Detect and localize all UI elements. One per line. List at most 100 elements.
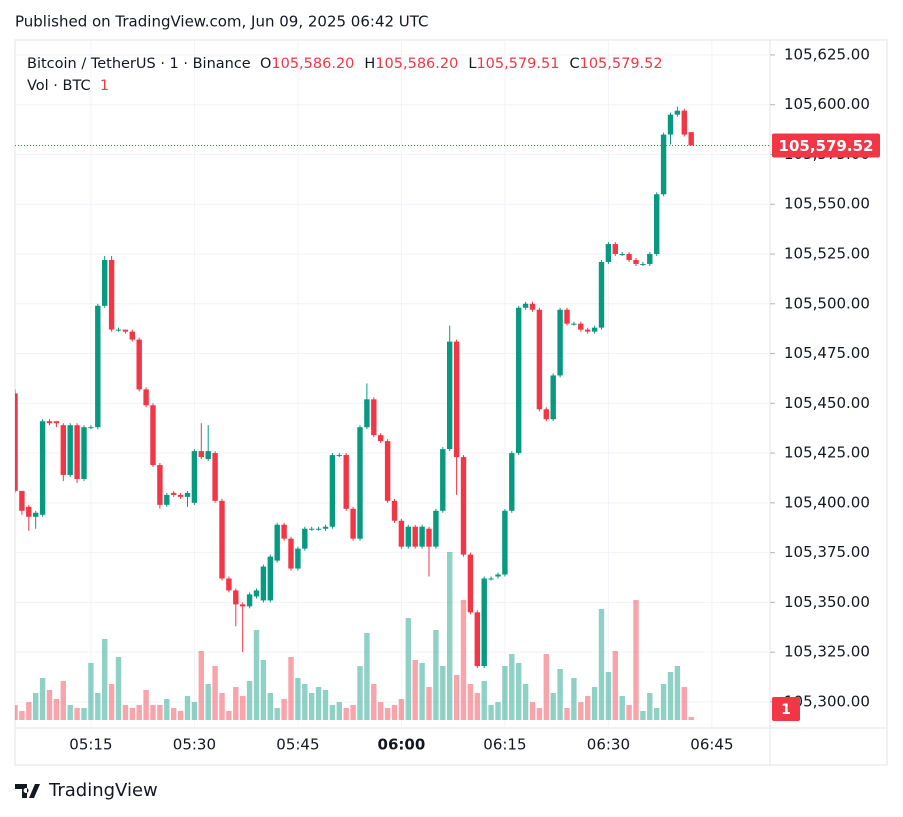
volume-bar bbox=[474, 693, 480, 720]
volume-bar bbox=[578, 702, 584, 720]
volume-bar bbox=[612, 651, 618, 720]
candle-body bbox=[522, 303, 529, 308]
volume-bar bbox=[33, 693, 39, 720]
volume-bar bbox=[253, 630, 260, 720]
candle-body bbox=[295, 548, 301, 569]
volume-bar bbox=[212, 666, 218, 720]
volume-bar bbox=[281, 699, 287, 720]
y-tick-label: 105,625.00 bbox=[784, 45, 870, 63]
candle-body bbox=[433, 510, 439, 547]
volume-bar bbox=[240, 696, 246, 720]
candle-body bbox=[626, 254, 632, 260]
y-tick-label: 105,450.00 bbox=[784, 394, 870, 412]
volume-bar bbox=[660, 684, 667, 720]
volume-title: Vol · BTC bbox=[27, 78, 91, 94]
volume-bar bbox=[302, 684, 308, 720]
candle-body bbox=[557, 309, 563, 376]
candle-body bbox=[322, 526, 329, 529]
candle-body bbox=[509, 453, 515, 511]
candle-body bbox=[343, 455, 349, 509]
volume-bar bbox=[171, 708, 177, 720]
candle-body bbox=[53, 421, 60, 424]
y-tick-label: 105,500.00 bbox=[784, 294, 870, 312]
candle-body bbox=[667, 114, 674, 135]
volume-legend: Vol · BTC 1 bbox=[27, 75, 749, 97]
volume-label: 1 bbox=[781, 702, 791, 718]
volume-pane bbox=[15, 552, 694, 720]
candle-body bbox=[412, 526, 418, 547]
y-tick-label: 105,600.00 bbox=[784, 95, 870, 113]
candle-body bbox=[129, 331, 135, 340]
volume-bar bbox=[550, 693, 556, 720]
candle-body bbox=[157, 465, 163, 505]
y-tick-label: 105,475.00 bbox=[784, 344, 870, 362]
ohlc-value: 105,586.20 bbox=[375, 56, 459, 72]
x-tick-label: 06:30 bbox=[587, 736, 630, 754]
x-tick-label: 05:30 bbox=[173, 736, 216, 754]
candle-body bbox=[419, 526, 425, 547]
volume-bar bbox=[371, 684, 377, 720]
candle-body bbox=[115, 329, 122, 331]
candle-body bbox=[81, 427, 87, 479]
candle-body bbox=[440, 449, 446, 511]
candle-body bbox=[233, 590, 239, 605]
y-tick-label: 105,375.00 bbox=[784, 543, 870, 561]
candle-body bbox=[378, 435, 384, 442]
volume-bar bbox=[447, 552, 453, 720]
candle-body bbox=[191, 451, 198, 503]
x-tick-label: 06:45 bbox=[690, 736, 733, 754]
volume-bar bbox=[177, 711, 184, 720]
volume-bar bbox=[522, 684, 529, 720]
candle-body bbox=[660, 134, 667, 195]
volume-bar bbox=[391, 705, 398, 720]
candle-body bbox=[267, 556, 273, 601]
volume-bar bbox=[509, 654, 515, 720]
brand: TradingView bbox=[48, 780, 158, 801]
ohlc-letter: C bbox=[569, 56, 580, 72]
volume-bar bbox=[95, 693, 101, 720]
axes: 105,300.00 105,325.00 105,350.00 105,375.00… bbox=[69, 45, 880, 754]
candle-body bbox=[164, 494, 170, 505]
candle-body bbox=[15, 393, 18, 491]
candle-body bbox=[108, 259, 115, 330]
candle-body bbox=[240, 604, 246, 607]
volume-bar bbox=[495, 702, 501, 720]
volume-bar bbox=[412, 660, 418, 720]
volume-bar bbox=[164, 699, 170, 720]
volume-bar bbox=[67, 705, 73, 720]
volume-bar bbox=[39, 678, 46, 720]
volume-bar bbox=[329, 705, 336, 720]
volume-bar bbox=[322, 690, 329, 720]
candle-body bbox=[226, 578, 232, 591]
candle-body bbox=[467, 554, 474, 613]
volume-bar bbox=[219, 693, 225, 720]
candle-body bbox=[288, 538, 294, 569]
volume-bar bbox=[274, 708, 280, 720]
volume-bar bbox=[122, 705, 129, 720]
volume-bar bbox=[233, 687, 239, 720]
candle-body bbox=[171, 492, 177, 495]
candle-body bbox=[19, 490, 25, 511]
last-price-badge bbox=[772, 133, 880, 158]
volume-bar bbox=[405, 618, 411, 720]
volume-bar bbox=[364, 633, 370, 720]
candle-body bbox=[364, 399, 370, 428]
volume-bar bbox=[205, 684, 211, 720]
candle-body bbox=[502, 510, 508, 575]
candle-body bbox=[122, 329, 129, 332]
volume-bar bbox=[433, 630, 439, 720]
candle-body bbox=[26, 506, 32, 517]
y-tick-label: 105,550.00 bbox=[784, 195, 870, 213]
candle-body bbox=[329, 455, 336, 527]
volume-bar bbox=[288, 657, 294, 720]
candle-body bbox=[88, 427, 94, 429]
volume-bar bbox=[688, 717, 694, 720]
candle-body bbox=[39, 421, 46, 515]
volume-bar bbox=[598, 609, 605, 720]
candle-body bbox=[405, 526, 411, 547]
volume-bar bbox=[350, 705, 356, 720]
volume-bar bbox=[543, 654, 549, 720]
volume-bar bbox=[626, 705, 632, 720]
volume-bar bbox=[191, 702, 198, 720]
candle-body bbox=[46, 421, 53, 424]
